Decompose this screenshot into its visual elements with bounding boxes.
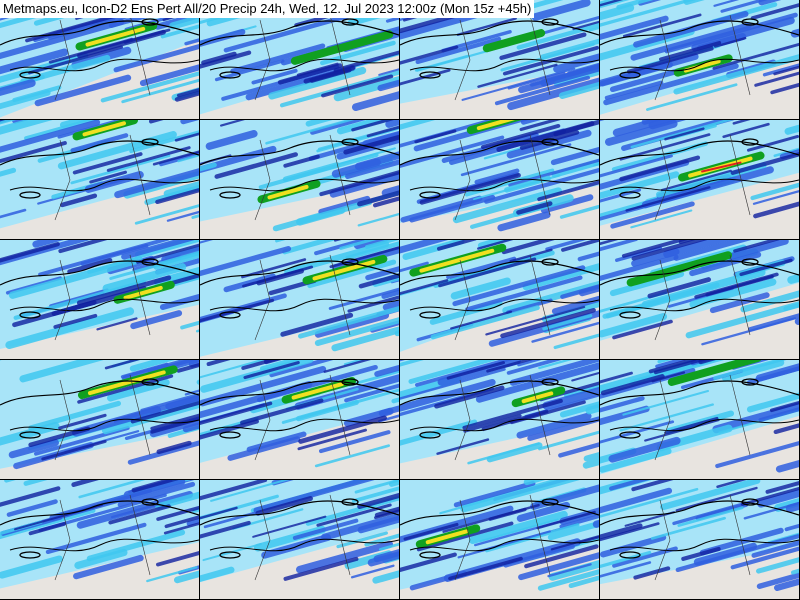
member-map-panel [0, 120, 199, 239]
member-map-panel [600, 360, 799, 479]
member-map-panel [400, 120, 599, 239]
member-map-panel [0, 360, 199, 479]
member-map-panel [200, 120, 399, 239]
member-map-panel [600, 240, 799, 359]
map-title: Metmaps.eu, Icon-D2 Ens Pert All/20 Prec… [0, 0, 535, 18]
member-map-panel [400, 480, 599, 599]
member-map-panel [0, 480, 199, 599]
member-map-panel [400, 240, 599, 359]
member-map-panel [200, 480, 399, 599]
member-map-panel [200, 240, 399, 359]
member-map-panel [200, 360, 399, 479]
member-map-panel [600, 120, 799, 239]
member-map-panel [0, 240, 199, 359]
member-map-panel [400, 360, 599, 479]
member-map-panel [600, 480, 799, 599]
member-map-panel [600, 0, 799, 119]
